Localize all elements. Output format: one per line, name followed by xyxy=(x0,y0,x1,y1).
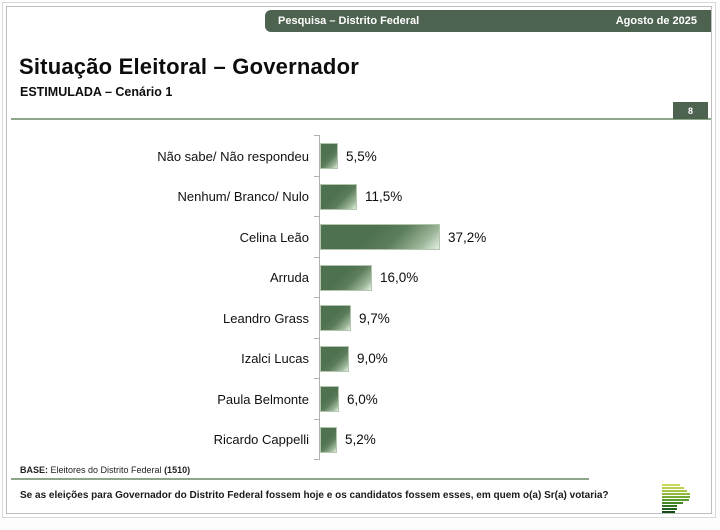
slide: Pesquisa – Distrito Federal Agosto de 20… xyxy=(6,6,712,514)
bar xyxy=(320,426,337,453)
bar-zone: 5,2% xyxy=(314,418,703,460)
category-label: Leandro Grass xyxy=(223,310,309,326)
bar-zone: 9,7% xyxy=(314,297,703,339)
chart-row: Paula Belmonte 6,0% xyxy=(15,378,703,420)
logo-stripe xyxy=(662,511,676,513)
bar xyxy=(320,386,339,413)
logo-stripe xyxy=(662,496,690,498)
category-label: Nenhum/ Branco/ Nulo xyxy=(177,189,309,205)
value-label: 11,5% xyxy=(365,189,403,205)
category-label: Não sabe/ Não respondeu xyxy=(157,148,309,164)
base-count: (1510) xyxy=(164,465,191,475)
logo-stripe xyxy=(662,487,685,489)
bar xyxy=(320,183,357,210)
chart-row: Não sabe/ Não respondeu 5,5% xyxy=(15,135,703,177)
bar-zone: 11,5% xyxy=(314,175,703,217)
header-left-label: Pesquisa – Distrito Federal xyxy=(278,15,420,27)
page-number-badge: 8 xyxy=(673,102,708,119)
value-label: 9,0% xyxy=(357,351,388,367)
category-label: Paula Belmonte xyxy=(217,391,309,407)
value-label: 37,2% xyxy=(448,229,487,245)
category-label: Arruda xyxy=(269,270,309,286)
base-note: BASE: Eleitores do Distrito Federal (151… xyxy=(20,465,190,475)
footer-divider xyxy=(11,478,589,480)
category-label: Izalci Lucas xyxy=(241,351,309,367)
header-right-label: Agosto de 2025 xyxy=(615,15,697,27)
logo-stripe xyxy=(662,499,689,501)
category-label: Ricardo Cappelli xyxy=(213,432,309,448)
value-label: 9,7% xyxy=(359,310,390,326)
page-subtitle: ESTIMULADA – Cenário 1 xyxy=(20,85,173,99)
chart-row: Izalci Lucas 9,0% xyxy=(15,337,703,379)
chart-row: Leandro Grass 9,7% xyxy=(15,297,703,339)
bar-zone: 9,0% xyxy=(314,337,703,379)
bar-zone: 37,2% xyxy=(314,216,703,258)
bar xyxy=(320,345,349,372)
header-bar: Pesquisa – Distrito Federal Agosto de 20… xyxy=(265,10,711,32)
bar-zone: 6,0% xyxy=(314,378,703,420)
category-label: Celina Leão xyxy=(239,229,309,245)
value-label: 16,0% xyxy=(380,270,419,286)
logo-stripe xyxy=(662,493,690,495)
chart-row: Celina Leão 37,2% xyxy=(15,216,703,258)
logo-stripe xyxy=(662,490,688,492)
bar-zone: 16,0% xyxy=(314,256,703,298)
value-label: 5,5% xyxy=(346,148,377,164)
base-text: Eleitores do Distrito Federal xyxy=(48,465,165,475)
slide-frame: Pesquisa – Distrito Federal Agosto de 20… xyxy=(2,2,716,518)
bar-zone: 5,5% xyxy=(314,135,703,177)
bar xyxy=(320,143,338,170)
chart-row: Ricardo Cappelli 5,2% xyxy=(15,418,703,460)
logo-stripe xyxy=(662,484,681,486)
chart-row: Nenhum/ Branco/ Nulo 11,5% xyxy=(15,175,703,217)
value-label: 5,2% xyxy=(345,432,376,448)
bar xyxy=(320,264,372,291)
logo-stripe xyxy=(662,508,677,510)
logo-stripe xyxy=(662,502,684,504)
value-label: 6,0% xyxy=(347,391,378,407)
bar-chart: Não sabe/ Não respondeu 5,5% Nenhum/ Branc… xyxy=(15,135,703,460)
divider-line xyxy=(11,118,711,120)
chart-row: Arruda 16,0% xyxy=(15,256,703,298)
page-title: Situação Eleitoral – Governador xyxy=(19,54,359,79)
bar xyxy=(320,305,351,332)
brand-logo xyxy=(662,483,690,513)
logo-stripe xyxy=(662,505,677,507)
question-text: Se as eleições para Governador do Distri… xyxy=(20,490,609,501)
bar xyxy=(320,224,440,251)
base-label: BASE: xyxy=(20,465,49,475)
